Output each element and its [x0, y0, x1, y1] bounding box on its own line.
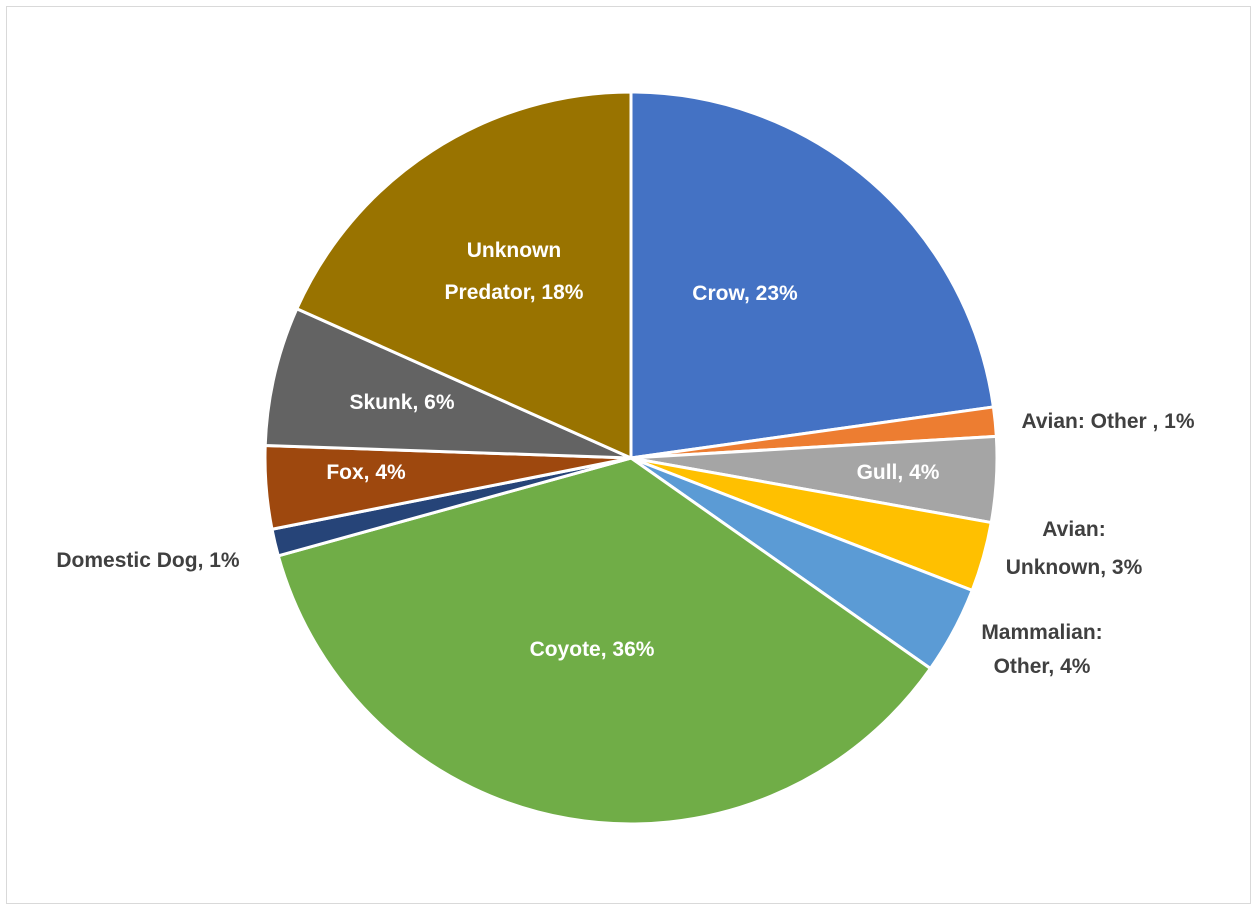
pie-slices	[263, 90, 999, 826]
data-labels: Crow, 23% Avian: Other , 1% Gull, 4% Avian:…	[56, 239, 1194, 678]
data-label-fox: Fox, 4%	[326, 461, 406, 484]
data-label-gull: Gull, 4%	[857, 461, 940, 484]
data-label-crow: Crow, 23%	[692, 282, 798, 305]
data-label-unknown-predator: Unknown Predator, 18%	[445, 239, 584, 304]
slice-crow	[629, 90, 995, 460]
slice-unknown-predator	[295, 90, 633, 460]
data-label-avian-unknown: Avian: Unknown, 3%	[1006, 518, 1143, 579]
data-label-domestic-dog: Domestic Dog, 1%	[56, 549, 240, 572]
data-label-avian-other: Avian: Other , 1%	[1021, 410, 1194, 433]
data-label-mammalian-other: Mammalian: Other, 4%	[981, 621, 1102, 678]
data-label-skunk: Skunk, 6%	[349, 391, 454, 414]
data-label-coyote: Coyote, 36%	[530, 638, 655, 661]
slice-coyote	[276, 456, 932, 826]
slice-skunk	[263, 307, 633, 460]
